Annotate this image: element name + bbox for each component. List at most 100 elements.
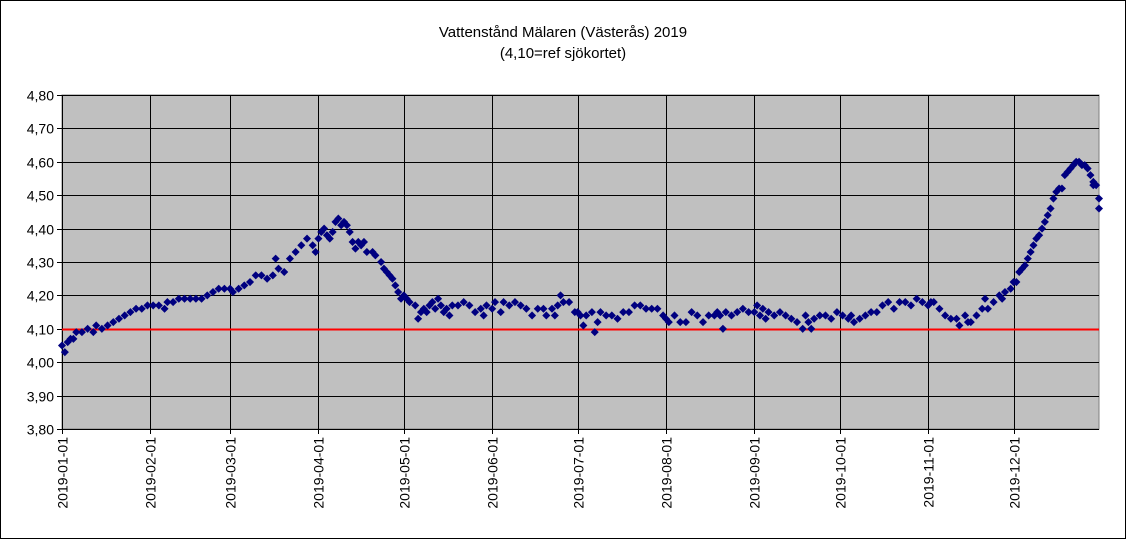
data-point bbox=[1094, 204, 1104, 213]
data-point bbox=[263, 274, 272, 283]
data-point bbox=[394, 288, 403, 297]
data-point bbox=[582, 311, 591, 320]
data-point bbox=[781, 311, 790, 320]
data-point bbox=[302, 234, 312, 243]
data-point bbox=[849, 318, 859, 327]
data-point bbox=[491, 298, 500, 307]
data-point bbox=[613, 314, 622, 323]
x-tick-label: 2019-10-01 bbox=[833, 437, 849, 509]
data-point bbox=[149, 301, 158, 310]
x-tick-label: 2019-02-01 bbox=[143, 437, 159, 509]
data-point bbox=[1006, 284, 1015, 293]
data-point bbox=[810, 314, 819, 323]
data-point bbox=[362, 247, 371, 257]
data-point bbox=[889, 304, 898, 313]
data-point bbox=[946, 314, 955, 323]
data-point bbox=[325, 234, 334, 243]
x-tick-label: 2019-08-01 bbox=[659, 437, 675, 509]
y-tick-label: 3,90 bbox=[27, 389, 54, 405]
y-tick-label: 4,50 bbox=[27, 188, 54, 204]
data-point bbox=[539, 304, 548, 313]
data-point bbox=[57, 341, 67, 350]
data-point bbox=[132, 304, 141, 313]
data-point bbox=[228, 288, 237, 297]
data-point bbox=[727, 311, 736, 320]
x-tick-label: 2019-06-01 bbox=[485, 437, 501, 509]
data-point bbox=[906, 301, 915, 310]
data-point bbox=[345, 227, 354, 236]
data-point bbox=[750, 308, 759, 317]
data-point bbox=[274, 264, 283, 273]
data-point bbox=[935, 304, 944, 313]
data-point bbox=[191, 294, 200, 303]
data-point bbox=[471, 308, 480, 317]
data-point bbox=[459, 298, 468, 307]
data-point bbox=[1043, 211, 1052, 220]
data-point bbox=[311, 247, 320, 257]
data-point bbox=[496, 308, 505, 317]
data-point bbox=[547, 304, 557, 313]
data-point bbox=[465, 301, 474, 310]
data-point bbox=[97, 324, 106, 333]
data-point bbox=[966, 318, 975, 327]
data-point bbox=[912, 294, 921, 303]
data-point bbox=[787, 314, 796, 323]
data-point bbox=[414, 314, 423, 323]
chart-title: Vattenstånd Mälaren (Västerås) 2019 bbox=[438, 24, 688, 41]
data-point bbox=[952, 314, 961, 323]
data-point bbox=[642, 304, 651, 313]
data-point bbox=[983, 304, 992, 313]
data-point bbox=[998, 294, 1007, 303]
data-point bbox=[744, 308, 753, 317]
data-point bbox=[516, 301, 525, 310]
data-point bbox=[955, 321, 964, 330]
data-point bbox=[186, 294, 195, 303]
data-point bbox=[1035, 231, 1044, 240]
data-point bbox=[1086, 171, 1095, 180]
data-point bbox=[453, 301, 463, 310]
data-point bbox=[576, 311, 585, 320]
data-point bbox=[285, 254, 294, 263]
data-point bbox=[533, 304, 542, 313]
data-point bbox=[126, 308, 135, 317]
data-point bbox=[1037, 224, 1047, 233]
data-point bbox=[280, 267, 289, 277]
data-point bbox=[154, 301, 163, 310]
x-tick-label: 2019-04-01 bbox=[311, 437, 327, 509]
data-point bbox=[770, 311, 779, 320]
data-point bbox=[619, 308, 628, 317]
data-point bbox=[647, 304, 656, 313]
data-point bbox=[180, 294, 189, 303]
data-point bbox=[681, 318, 690, 327]
data-point bbox=[704, 311, 713, 320]
data-point bbox=[482, 301, 491, 310]
data-point bbox=[855, 314, 864, 323]
data-point bbox=[721, 308, 730, 317]
x-tick-label: 2019-09-01 bbox=[747, 437, 763, 509]
data-point bbox=[607, 311, 616, 320]
data-point bbox=[602, 311, 611, 320]
data-point bbox=[676, 318, 685, 327]
data-point bbox=[792, 318, 802, 327]
data-point bbox=[838, 311, 847, 320]
y-tick-label: 4,60 bbox=[27, 155, 54, 171]
data-point bbox=[348, 237, 357, 246]
data-point bbox=[587, 308, 596, 317]
data-point bbox=[268, 271, 277, 280]
data-point bbox=[798, 324, 807, 333]
data-point bbox=[342, 221, 351, 230]
x-tick-label: 2019-11-01 bbox=[921, 437, 937, 508]
data-point bbox=[297, 241, 306, 250]
data-point bbox=[687, 308, 696, 317]
data-point bbox=[918, 298, 927, 307]
y-tick-label: 4,30 bbox=[27, 255, 54, 271]
data-point bbox=[251, 271, 260, 280]
data-point bbox=[753, 301, 762, 310]
data-point bbox=[499, 298, 508, 307]
data-point bbox=[553, 301, 562, 310]
data-point bbox=[479, 311, 488, 320]
data-point bbox=[590, 328, 599, 337]
data-point bbox=[1046, 204, 1055, 213]
y-tick-label: 4,80 bbox=[27, 88, 54, 104]
